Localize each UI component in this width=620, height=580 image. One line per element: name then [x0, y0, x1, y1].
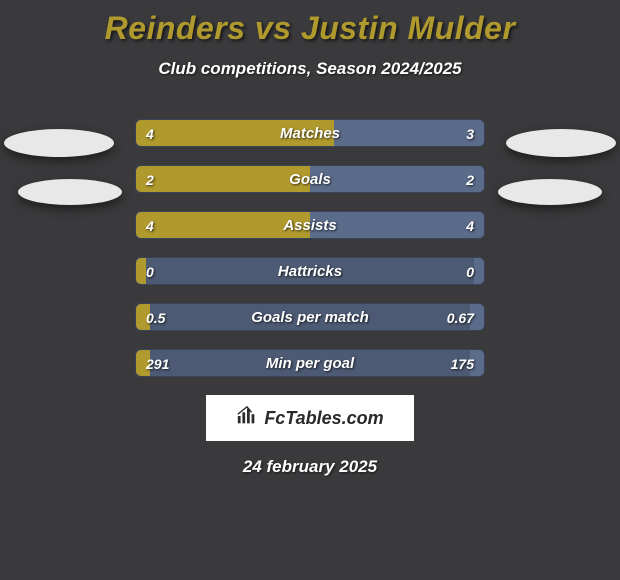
player-left-badge-bot [18, 179, 122, 205]
stat-label: Assists [136, 212, 484, 239]
stat-row: 44Assists [135, 211, 485, 239]
stat-row: 0.50.67Goals per match [135, 303, 485, 331]
badge-text: FcTables.com [264, 408, 383, 429]
player-right-badge-top [506, 129, 616, 157]
stat-rows: 43Matches 22Goals 44Assists 00Hattricks 0.50… [135, 119, 485, 377]
stat-row: 291175Min per goal [135, 349, 485, 377]
chart-icon [236, 405, 258, 432]
player-right-badge-bot [498, 179, 602, 205]
stat-label: Goals [136, 166, 484, 193]
stat-label: Hattricks [136, 258, 484, 285]
stat-row: 43Matches [135, 119, 485, 147]
date-label: 24 february 2025 [0, 457, 620, 477]
stat-row: 22Goals [135, 165, 485, 193]
stat-label: Goals per match [136, 304, 484, 331]
subtitle: Club competitions, Season 2024/2025 [0, 59, 620, 79]
stat-label: Matches [136, 120, 484, 147]
stat-row: 00Hattricks [135, 257, 485, 285]
comparison-chart: 43Matches 22Goals 44Assists 00Hattricks 0.50… [0, 119, 620, 377]
stat-label: Min per goal [136, 350, 484, 377]
fctables-badge[interactable]: FcTables.com [206, 395, 414, 441]
page-title: Reinders vs Justin Mulder [0, 0, 620, 47]
player-left-badge-top [4, 129, 114, 157]
